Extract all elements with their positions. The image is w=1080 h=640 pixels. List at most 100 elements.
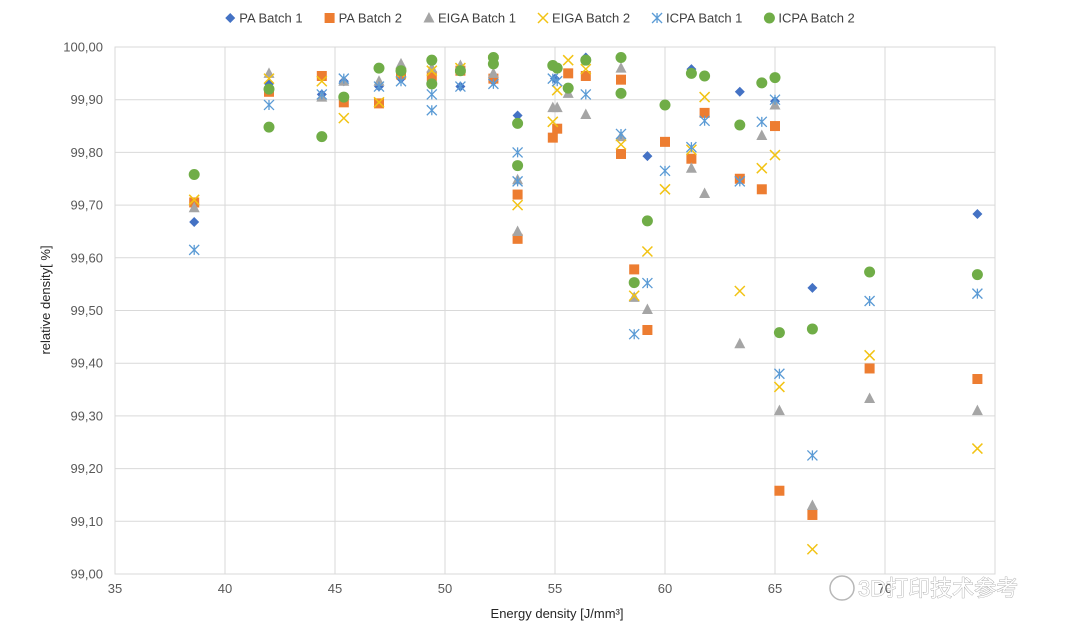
data-point xyxy=(641,215,653,227)
data-point xyxy=(756,184,767,195)
y-axis-title: relative density[ %] xyxy=(38,245,53,354)
data-point xyxy=(188,201,200,213)
data-point xyxy=(487,67,499,78)
data-point xyxy=(864,295,876,307)
data-point xyxy=(971,269,983,281)
series-pa-batch-2 xyxy=(189,65,983,520)
data-point xyxy=(580,54,592,66)
data-point xyxy=(685,67,697,79)
data-point xyxy=(756,129,768,141)
data-point xyxy=(580,108,592,119)
data-point xyxy=(734,86,745,97)
y-tick-label: 99,50 xyxy=(70,303,103,318)
data-point xyxy=(972,374,983,385)
data-point xyxy=(580,70,591,81)
legend-marker xyxy=(651,12,663,24)
data-point xyxy=(659,165,671,177)
data-point xyxy=(734,119,746,131)
data-point xyxy=(806,323,818,335)
data-series xyxy=(188,52,983,555)
data-point xyxy=(807,509,818,520)
data-point xyxy=(373,96,385,108)
data-point xyxy=(628,290,640,302)
data-point xyxy=(512,160,524,172)
data-point xyxy=(971,288,983,300)
x-tick-label: 35 xyxy=(108,581,122,596)
data-point xyxy=(547,132,558,143)
data-point xyxy=(769,94,781,106)
legend-item-icpa-batch-1: ICPA Batch 1 xyxy=(651,11,742,26)
data-point xyxy=(263,99,275,111)
x-tick-label: 50 xyxy=(438,581,452,596)
data-point xyxy=(773,404,785,416)
y-tick-label: 99,00 xyxy=(70,567,103,582)
legend-label: PA Batch 1 xyxy=(239,11,302,26)
data-point xyxy=(512,225,524,236)
data-point xyxy=(562,54,574,66)
data-point xyxy=(487,58,499,70)
data-point xyxy=(189,216,200,227)
data-point xyxy=(512,110,523,121)
data-point xyxy=(316,131,328,143)
legend-marker xyxy=(423,12,435,23)
data-point xyxy=(756,77,768,89)
data-point xyxy=(512,233,523,244)
y-tick-label: 99,90 xyxy=(70,92,103,107)
data-point xyxy=(807,282,818,293)
data-point xyxy=(769,149,781,161)
data-point xyxy=(774,485,785,496)
data-point xyxy=(641,277,653,289)
data-point xyxy=(628,277,640,289)
data-point xyxy=(488,73,499,84)
series-icpa-batch-1 xyxy=(188,73,983,461)
data-point xyxy=(685,162,697,173)
data-point xyxy=(660,136,670,147)
data-point xyxy=(806,499,818,510)
legend-item-eiga-batch-2: EIGA Batch 2 xyxy=(537,11,630,26)
data-point xyxy=(615,87,627,99)
data-point xyxy=(642,151,653,162)
x-tick-label: 55 xyxy=(548,581,562,596)
data-point xyxy=(188,169,200,181)
data-point xyxy=(773,327,785,339)
data-point xyxy=(562,82,574,94)
data-point xyxy=(373,62,385,74)
legend-label: ICPA Batch 2 xyxy=(778,11,854,26)
data-point xyxy=(263,73,275,85)
data-point xyxy=(629,264,640,275)
data-point xyxy=(699,115,711,127)
data-point xyxy=(642,324,653,335)
legend-marker xyxy=(763,12,775,24)
data-point xyxy=(641,245,653,258)
data-point xyxy=(512,117,524,129)
x-tick-label: 60 xyxy=(658,581,672,596)
data-point xyxy=(659,99,671,111)
legend-label: EIGA Batch 1 xyxy=(438,11,516,26)
data-point xyxy=(316,88,328,100)
legend-item-eiga-batch-1: EIGA Batch 1 xyxy=(423,11,516,26)
data-point xyxy=(316,70,327,81)
data-point xyxy=(373,81,385,92)
legend-item-pa-batch-2: PA Batch 2 xyxy=(324,11,402,26)
data-point xyxy=(734,175,746,187)
data-point xyxy=(563,68,574,79)
data-point xyxy=(616,74,626,85)
gridlines xyxy=(114,46,996,575)
data-point xyxy=(426,62,438,73)
data-point xyxy=(395,57,407,69)
data-point xyxy=(551,101,563,113)
data-point xyxy=(770,121,780,132)
legend-marker xyxy=(324,13,335,23)
data-point xyxy=(551,62,563,74)
data-point xyxy=(773,368,785,380)
data-point xyxy=(263,67,275,78)
data-point xyxy=(188,244,200,256)
data-point xyxy=(580,63,592,75)
data-point xyxy=(659,183,671,195)
data-point xyxy=(454,81,466,92)
series-eiga-batch-1 xyxy=(188,57,983,510)
y-tick-label: 99,10 xyxy=(70,514,103,529)
data-point xyxy=(395,75,407,87)
